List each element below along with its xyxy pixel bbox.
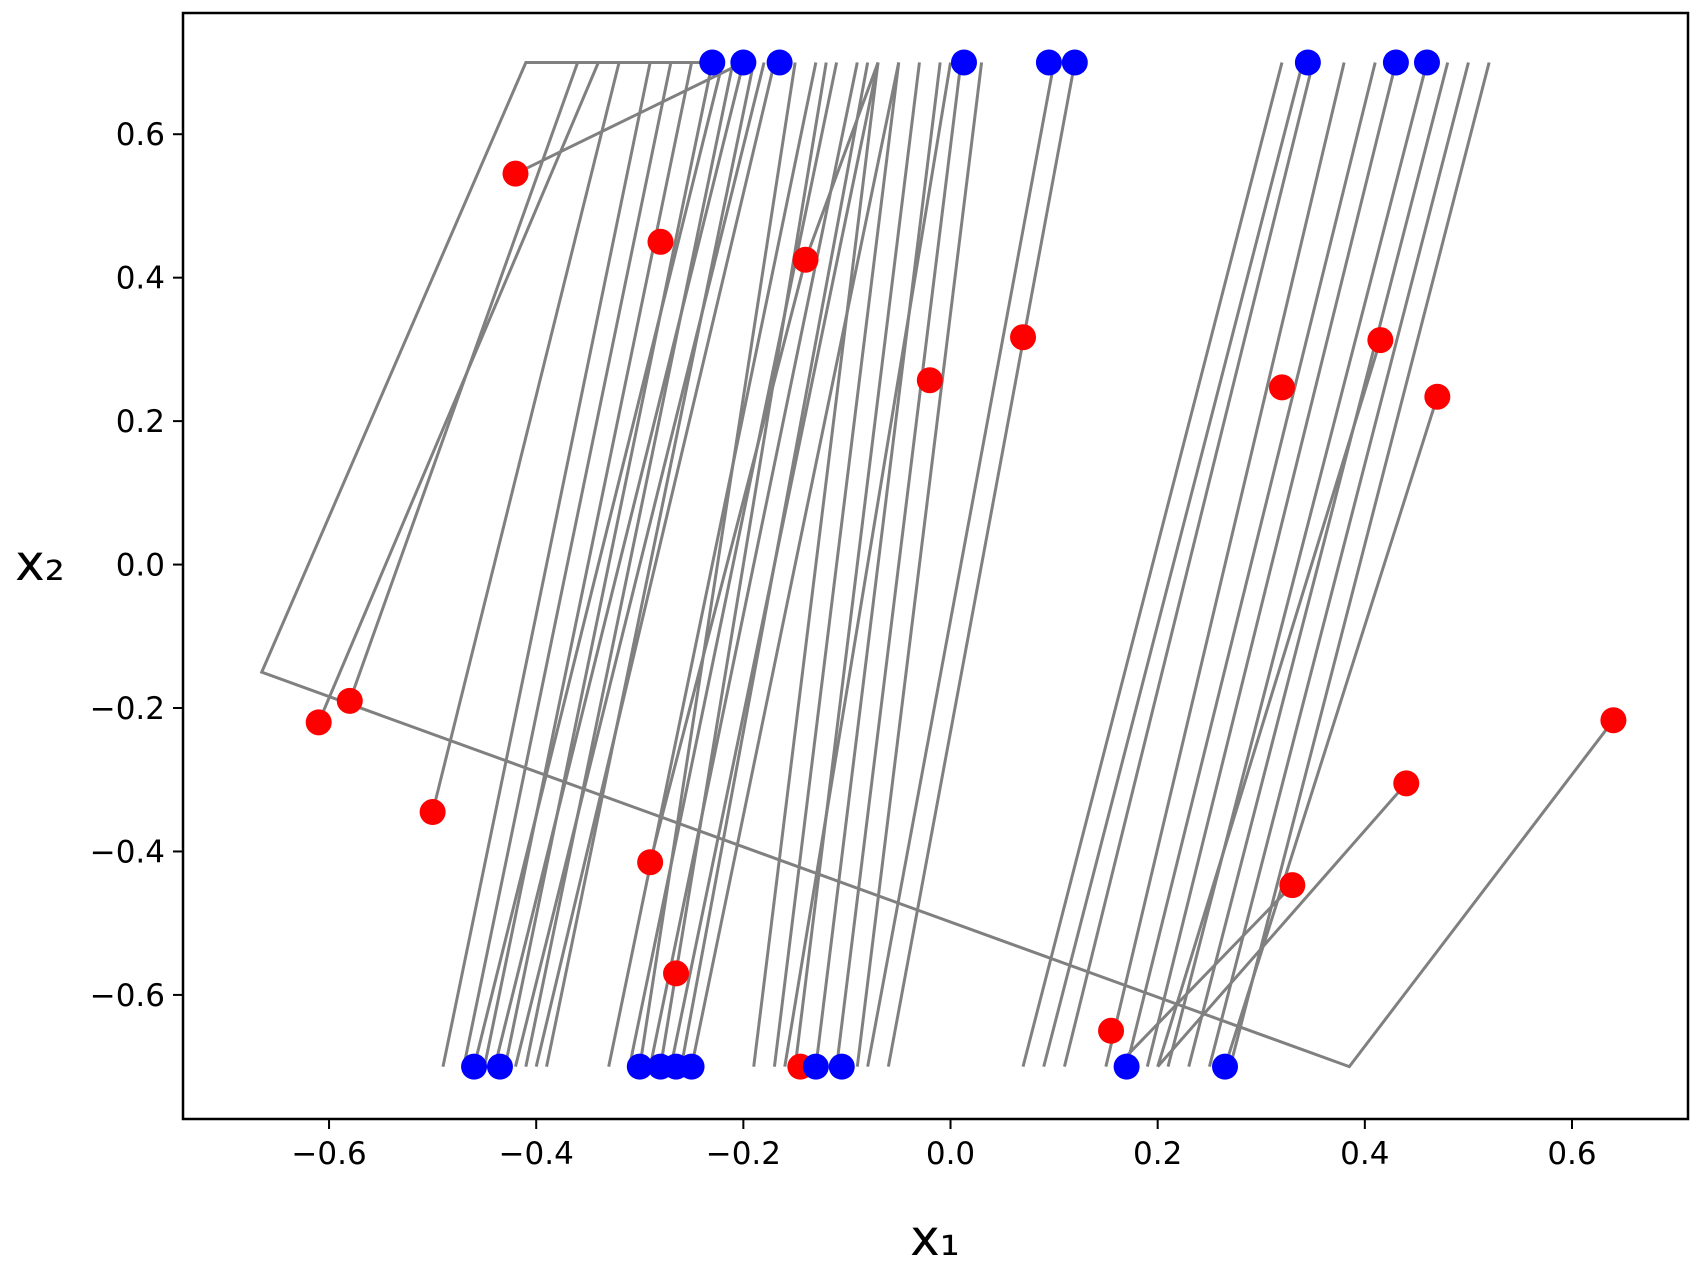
trajectory-line xyxy=(638,62,797,1067)
point xyxy=(419,799,446,826)
y-tick-label: −0.6 xyxy=(90,978,165,1014)
point xyxy=(1413,49,1440,76)
trajectory-line xyxy=(814,62,942,1067)
x-tick-label: 0.6 xyxy=(1547,1136,1596,1172)
trajectory-line xyxy=(866,62,1056,1067)
x-tick-label: −0.4 xyxy=(499,1136,574,1172)
point xyxy=(950,49,977,76)
point xyxy=(336,687,363,714)
trajectory-line xyxy=(1156,782,1408,1068)
y-tick-label: −0.4 xyxy=(90,834,165,870)
point xyxy=(502,160,529,187)
trajectory-line xyxy=(259,60,1615,1069)
x-tick-label: −0.6 xyxy=(291,1136,366,1172)
trajectory-line xyxy=(886,62,1077,1067)
x-tick-label: 0.2 xyxy=(1133,1136,1182,1172)
trajectory-line xyxy=(534,62,776,1067)
point xyxy=(663,960,690,987)
trajectory-line xyxy=(472,62,725,1068)
trajectory-line xyxy=(607,62,818,1067)
y-axis-label: x₂ xyxy=(15,534,65,592)
point xyxy=(305,709,332,736)
point xyxy=(916,367,943,394)
trajectory-line xyxy=(855,62,984,1067)
point xyxy=(1294,49,1321,76)
point xyxy=(828,1053,855,1080)
plot-area xyxy=(259,49,1627,1080)
y-tick-label: 0.0 xyxy=(116,548,165,584)
y-tick-label: 0.6 xyxy=(116,117,165,153)
trajectory-line xyxy=(1156,339,1382,1068)
point xyxy=(1098,1017,1125,1044)
trajectory-line xyxy=(1228,62,1491,1068)
trajectory-line xyxy=(545,62,756,1067)
point xyxy=(626,1053,653,1080)
trajectory-line xyxy=(659,62,828,1067)
trajectory-line xyxy=(1125,62,1377,1068)
point xyxy=(766,49,793,76)
point xyxy=(637,849,664,876)
trajectory-line xyxy=(752,62,880,1067)
trajectory-line xyxy=(348,61,580,702)
point xyxy=(1424,383,1451,410)
point xyxy=(792,246,819,273)
point xyxy=(678,1053,705,1080)
x-tick-label: −0.2 xyxy=(706,1136,781,1172)
y-tick-label: 0.4 xyxy=(116,261,165,297)
trajectory-line xyxy=(493,62,745,1068)
point xyxy=(1268,374,1295,401)
trajectory-line xyxy=(679,62,870,1067)
point xyxy=(1367,327,1394,354)
trajectory-line xyxy=(514,61,745,176)
trajectory-line xyxy=(1166,62,1429,1068)
trajectory-line xyxy=(1115,884,1294,1068)
point xyxy=(1113,1053,1140,1080)
trajectory-line xyxy=(1021,62,1284,1068)
axes-frame xyxy=(181,11,1690,1121)
trajectory-line xyxy=(503,62,714,1067)
trajectory-line xyxy=(690,62,901,1067)
trajectory-line xyxy=(1063,62,1315,1068)
point xyxy=(486,1053,513,1080)
point xyxy=(1393,770,1420,797)
trajectory-line xyxy=(783,62,952,1067)
trajectory-line xyxy=(1187,62,1450,1068)
x-tick-label: 0.0 xyxy=(926,1136,975,1172)
y-tick-label: −0.2 xyxy=(90,691,165,727)
trajectory-line xyxy=(1208,62,1470,1068)
point xyxy=(1279,872,1306,899)
trajectory-line xyxy=(793,62,921,1067)
trajectory-line xyxy=(462,62,673,1067)
x-axis-label: x₁ xyxy=(910,1209,960,1267)
point xyxy=(1035,49,1062,76)
y-tick-label: 0.2 xyxy=(116,404,165,440)
point xyxy=(1061,49,1088,76)
trajectory-line xyxy=(514,62,766,1068)
point xyxy=(1600,707,1627,734)
trajectory-line xyxy=(1145,62,1398,1068)
point xyxy=(647,228,674,255)
trajectory-line xyxy=(648,61,880,863)
trajectory-line xyxy=(441,62,652,1067)
point xyxy=(461,1053,488,1080)
point xyxy=(699,49,726,76)
trajectory-line xyxy=(431,62,621,813)
trajectory-line xyxy=(1104,62,1346,1067)
trajectory-line xyxy=(1042,62,1305,1068)
point xyxy=(802,1053,829,1080)
x-tick-label: 0.4 xyxy=(1340,1136,1389,1172)
point xyxy=(1382,49,1409,76)
trajectory-line xyxy=(835,62,963,1067)
trajectory-line xyxy=(772,62,901,1067)
trajectory-line xyxy=(648,62,859,1067)
point xyxy=(1010,324,1037,351)
trajectory-line xyxy=(524,62,735,1067)
point xyxy=(730,49,757,76)
point xyxy=(1212,1053,1239,1080)
trajectory-line xyxy=(627,62,839,1067)
